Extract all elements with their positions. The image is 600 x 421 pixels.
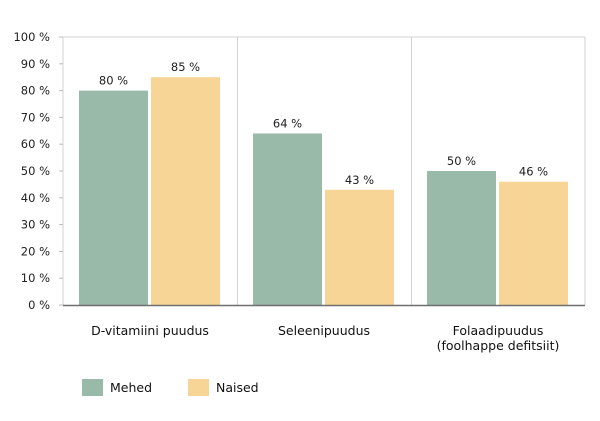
- y-tick-label: 30 %: [21, 218, 50, 232]
- data-label: 64 %: [273, 116, 302, 130]
- legend-label: Mehed: [110, 380, 152, 395]
- bar: [427, 171, 496, 305]
- y-tick-label: 60 %: [21, 137, 50, 151]
- bar: [151, 77, 220, 305]
- data-label: 80 %: [99, 74, 128, 88]
- y-tick-label: 40 %: [21, 191, 50, 205]
- bar: [499, 181, 568, 305]
- y-tick-label: 20 %: [21, 244, 50, 258]
- bar: [253, 133, 322, 305]
- legend-label: Naised: [216, 380, 259, 395]
- data-label: 43 %: [345, 173, 374, 187]
- y-tick-label: 0 %: [28, 298, 50, 312]
- y-tick-label: 100 %: [13, 30, 50, 44]
- data-label: 85 %: [171, 60, 200, 74]
- bar: [325, 189, 394, 305]
- x-category-label: Seleenipuudus: [278, 323, 370, 338]
- x-category-label: D-vitamiini puudus: [91, 323, 209, 338]
- y-tick-label: 10 %: [21, 271, 50, 285]
- data-label: 50 %: [447, 154, 476, 168]
- data-label: 46 %: [519, 165, 548, 179]
- legend-swatch: [188, 379, 209, 396]
- y-tick-label: 70 %: [21, 110, 50, 124]
- y-tick-label: 90 %: [21, 57, 50, 71]
- y-tick-label: 80 %: [21, 84, 50, 98]
- y-tick-label: 50 %: [21, 164, 50, 178]
- x-category-label: Folaadipuudus (foolhappe defitsiit): [437, 323, 560, 353]
- bar: [79, 90, 148, 305]
- legend-swatch: [82, 379, 103, 396]
